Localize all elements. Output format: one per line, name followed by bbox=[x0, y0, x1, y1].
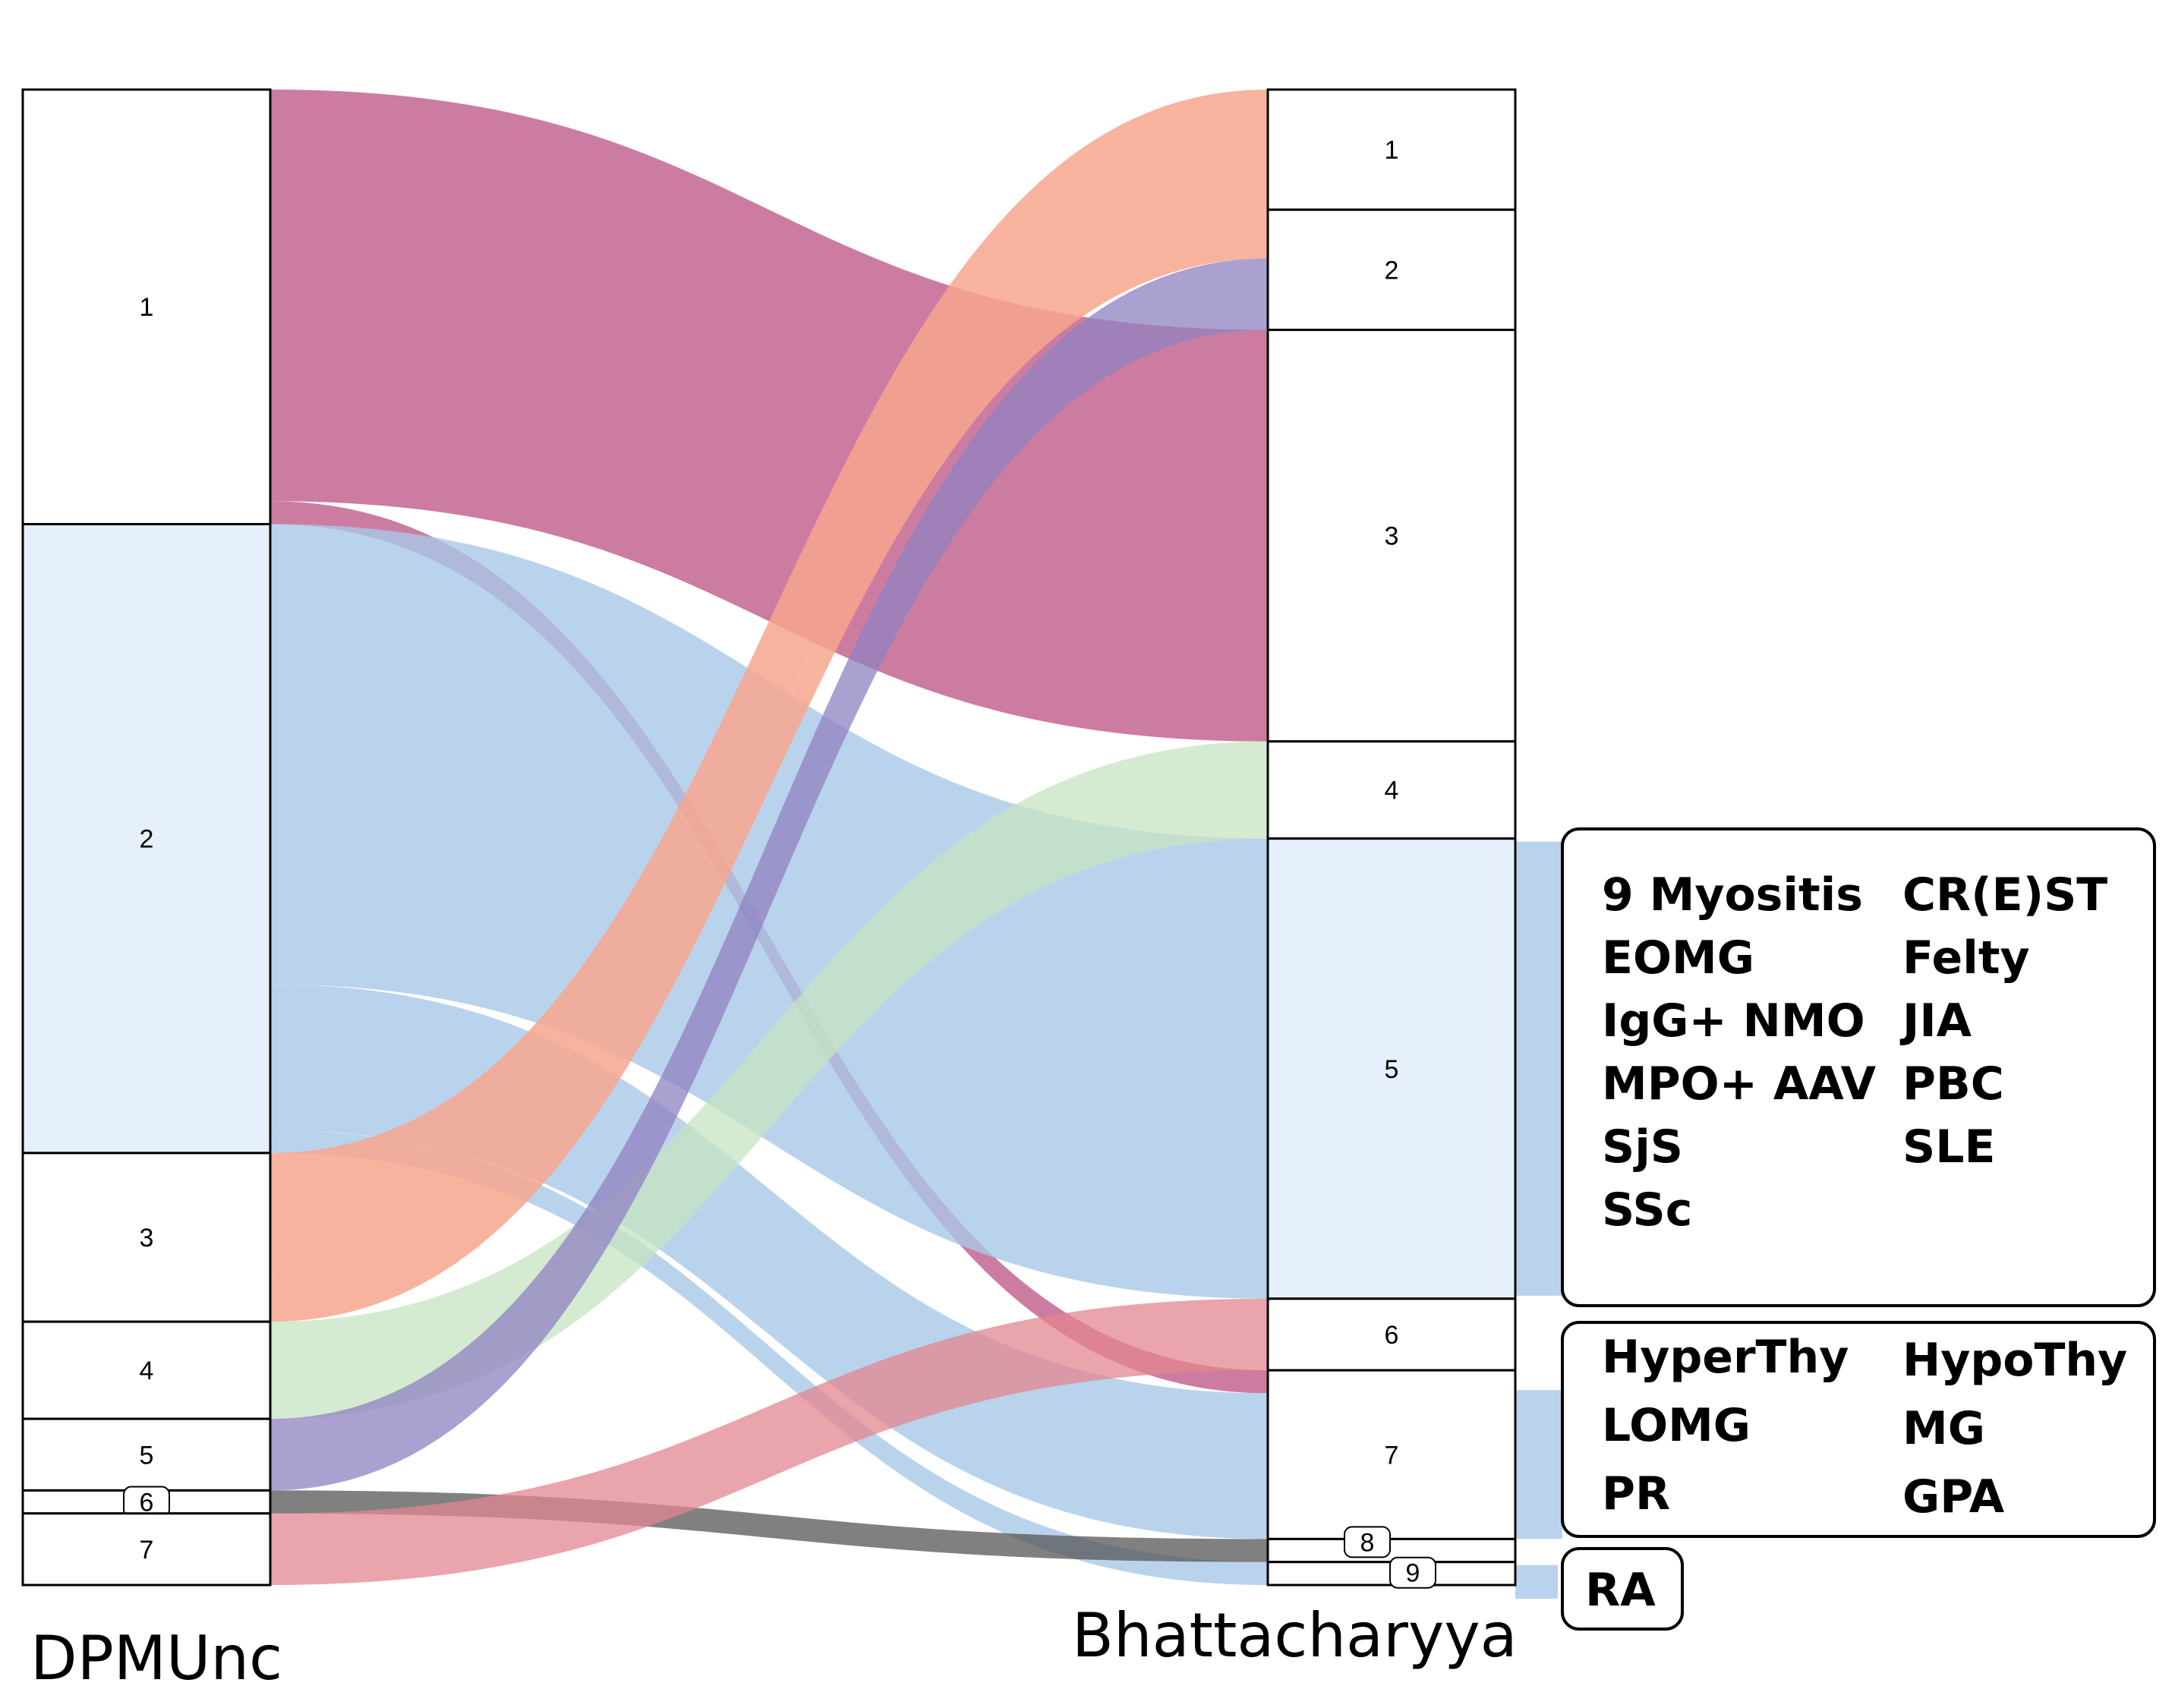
right-axis-nodes: 1 2 3 4 5 6 7 8 9 bbox=[1266, 88, 1517, 1589]
left-node-4 bbox=[21, 1320, 272, 1420]
right-node-8 bbox=[1266, 1537, 1517, 1564]
side-flow-R7 bbox=[1515, 1390, 1562, 1539]
panel-2-col1-item: LOMG bbox=[1602, 1399, 1751, 1452]
left-node-4-label: 4 bbox=[140, 1357, 154, 1385]
flow-L5-to-R2 bbox=[270, 258, 1268, 1491]
left-node-6-label: 6 bbox=[140, 1489, 154, 1517]
panel-3-col1-item: RA bbox=[1585, 1564, 1656, 1617]
panel-1-col1-item: MPO+ AAV bbox=[1602, 1057, 1877, 1111]
right-node-3-label: 3 bbox=[1385, 522, 1399, 551]
right-node-7 bbox=[1266, 1369, 1517, 1540]
right-node-1-label: 1 bbox=[1385, 136, 1399, 165]
right-node-1 bbox=[1266, 88, 1517, 211]
panel-2-col2-item: GPA bbox=[1902, 1470, 2005, 1524]
right-node-8-label: 8 bbox=[1360, 1528, 1375, 1557]
flow-L1-to-R3 bbox=[270, 90, 1268, 742]
panel-1-col2-item: JIA bbox=[1899, 994, 1972, 1048]
right-node-9-label: 9 bbox=[1406, 1559, 1420, 1588]
right-node-9-tag bbox=[1389, 1556, 1436, 1589]
right-node-5-label: 5 bbox=[1385, 1055, 1399, 1084]
left-node-7 bbox=[21, 1512, 272, 1587]
left-node-5 bbox=[21, 1417, 272, 1492]
left-node-5-label: 5 bbox=[140, 1441, 154, 1470]
left-node-1-label: 1 bbox=[140, 293, 154, 322]
left-node-3 bbox=[21, 1152, 272, 1323]
panel-2-col2-item: HypoThy bbox=[1902, 1334, 2127, 1387]
left-node-7-label: 7 bbox=[140, 1536, 154, 1565]
left-axis-title: DPMUnc bbox=[30, 1623, 282, 1694]
left-node-2-label: 2 bbox=[140, 825, 154, 854]
side-flow-R5 bbox=[1515, 841, 1562, 1296]
panel-2-box bbox=[1561, 1321, 2156, 1538]
panel-1-col1-item: IgG+ NMO bbox=[1602, 994, 1865, 1048]
flow-L4-to-R4 bbox=[270, 741, 1268, 1420]
panel-1-col2-item: CR(E)ST bbox=[1902, 868, 2107, 922]
right-node-5 bbox=[1266, 837, 1517, 1300]
left-axis-nodes: 1 2 3 4 5 6 7 bbox=[21, 88, 272, 1587]
right-node-8-tag bbox=[1344, 1526, 1391, 1558]
side-flow-R9 bbox=[1515, 1565, 1558, 1599]
flow-L2-to-R5 bbox=[270, 524, 1268, 1299]
flow-L3-to-R2 bbox=[270, 210, 1268, 1322]
flow-L2-to-R9 bbox=[270, 1130, 1268, 1585]
panel-1-col1-item: SSc bbox=[1602, 1183, 1692, 1237]
cluster-panels: 9 Myositis EOMG IgG+ NMO MPO+ AAV SjS SSc CR(E… bbox=[1561, 827, 2156, 1631]
left-node-2 bbox=[21, 522, 272, 1155]
flow-L7-to-R6 bbox=[270, 1298, 1268, 1585]
panel-3-box bbox=[1561, 1547, 1684, 1631]
panel-2-col1-item: HyperThy bbox=[1602, 1331, 1849, 1384]
flows-layer bbox=[270, 90, 1268, 1585]
right-node-4-label: 4 bbox=[1385, 777, 1399, 805]
panel-1-col1-item: EOMG bbox=[1602, 931, 1754, 985]
side-flows-layer bbox=[1515, 841, 1562, 1599]
panel-1-col2-item: Felty bbox=[1902, 931, 2030, 985]
panel-2-col2-item: MG bbox=[1902, 1402, 1985, 1455]
panel-1-col1-item: SjS bbox=[1602, 1120, 1683, 1174]
panel-1-col1-item: 9 Myositis bbox=[1602, 868, 1863, 922]
right-node-6-label: 6 bbox=[1385, 1321, 1399, 1350]
right-node-7-label: 7 bbox=[1385, 1441, 1399, 1470]
panel-1-box bbox=[1561, 827, 2156, 1307]
panel-1-col2-item: PBC bbox=[1902, 1057, 2004, 1111]
left-node-3-label: 3 bbox=[140, 1224, 154, 1253]
right-node-6 bbox=[1266, 1297, 1517, 1372]
right-node-4 bbox=[1266, 740, 1517, 840]
right-node-2-label: 2 bbox=[1385, 256, 1399, 285]
right-node-3 bbox=[1266, 329, 1517, 743]
flow-L3-to-R1 bbox=[270, 90, 1268, 1274]
panel-1-col2-item: SLE bbox=[1902, 1120, 1995, 1174]
right-axis-title: Bhattacharyya bbox=[1072, 1600, 1518, 1671]
panel-2-col1-item: PR bbox=[1602, 1467, 1670, 1520]
